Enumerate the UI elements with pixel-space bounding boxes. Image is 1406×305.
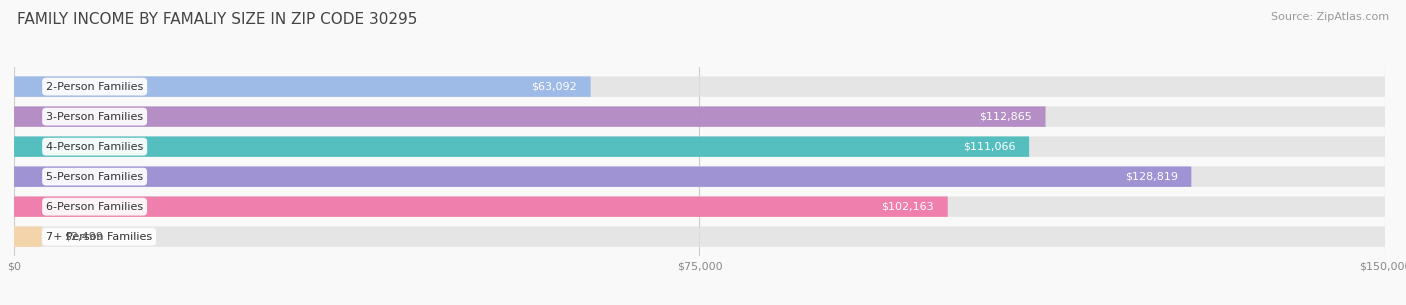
Text: $112,865: $112,865: [979, 112, 1032, 122]
FancyBboxPatch shape: [14, 77, 1385, 97]
FancyBboxPatch shape: [14, 227, 42, 247]
FancyBboxPatch shape: [14, 106, 1046, 127]
FancyBboxPatch shape: [14, 196, 948, 217]
Text: $128,819: $128,819: [1125, 172, 1178, 182]
Text: Source: ZipAtlas.com: Source: ZipAtlas.com: [1271, 12, 1389, 22]
FancyBboxPatch shape: [14, 227, 1385, 247]
Text: 4-Person Families: 4-Person Families: [46, 142, 143, 152]
FancyBboxPatch shape: [14, 167, 1385, 187]
Text: $63,092: $63,092: [531, 82, 576, 92]
FancyBboxPatch shape: [14, 196, 1385, 217]
Text: 7+ Person Families: 7+ Person Families: [46, 232, 152, 242]
Text: $102,163: $102,163: [882, 202, 934, 212]
FancyBboxPatch shape: [14, 136, 1385, 157]
Text: 5-Person Families: 5-Person Families: [46, 172, 143, 182]
Text: 2-Person Families: 2-Person Families: [46, 82, 143, 92]
Text: $111,066: $111,066: [963, 142, 1015, 152]
FancyBboxPatch shape: [14, 167, 1191, 187]
FancyBboxPatch shape: [14, 106, 1385, 127]
Text: 3-Person Families: 3-Person Families: [46, 112, 143, 122]
FancyBboxPatch shape: [14, 77, 591, 97]
Text: 6-Person Families: 6-Person Families: [46, 202, 143, 212]
FancyBboxPatch shape: [14, 136, 1029, 157]
Text: FAMILY INCOME BY FAMALIY SIZE IN ZIP CODE 30295: FAMILY INCOME BY FAMALIY SIZE IN ZIP COD…: [17, 12, 418, 27]
Text: $2,499: $2,499: [65, 232, 103, 242]
